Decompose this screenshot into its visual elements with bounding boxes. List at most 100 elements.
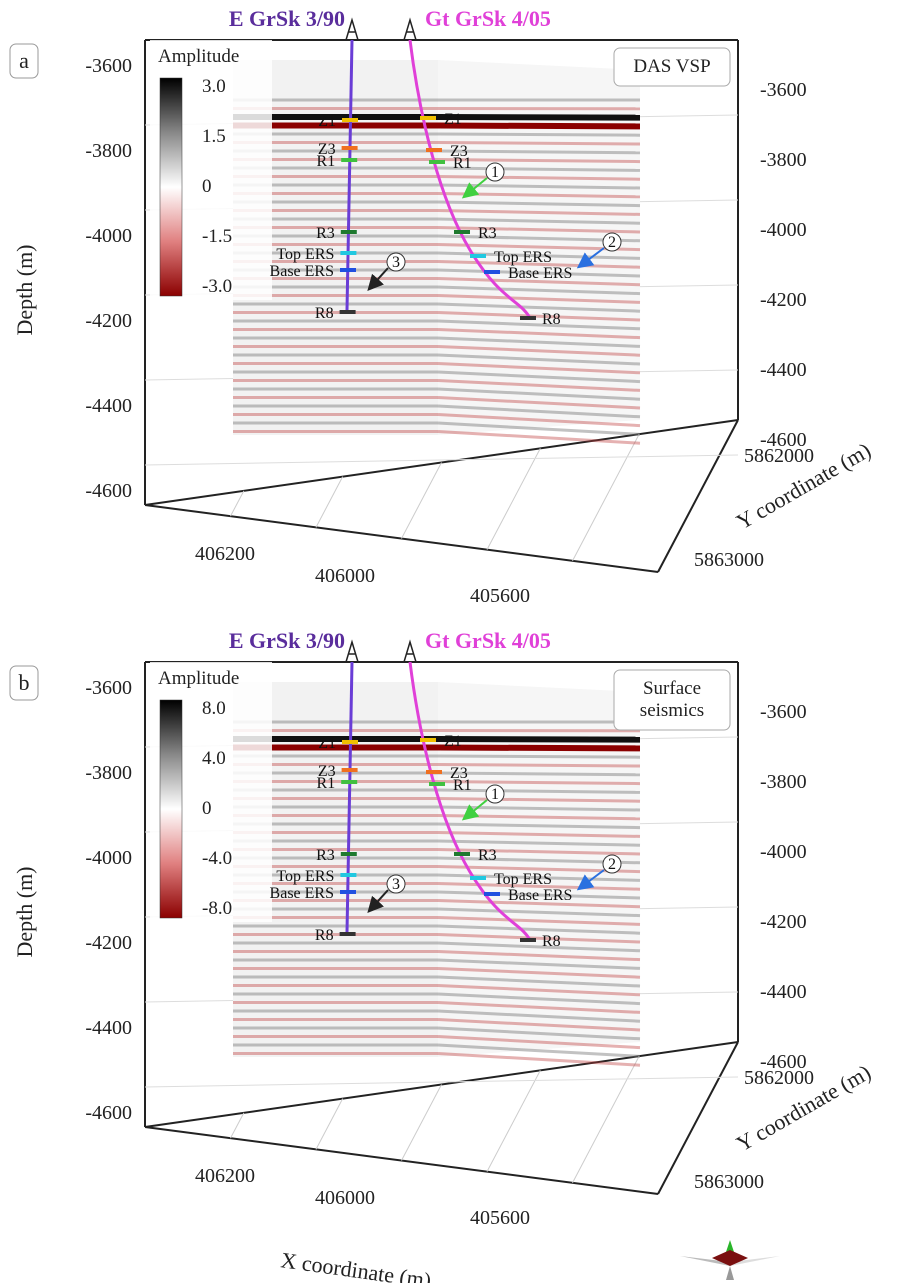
horizon-marker — [520, 938, 536, 942]
colorbar-tick-label: 3.0 — [202, 76, 226, 97]
grid-line — [316, 477, 343, 528]
inset-label: Surface — [643, 678, 701, 699]
reflector-band — [438, 117, 640, 118]
grid-line — [402, 1085, 442, 1161]
depth-tick-right: -3800 — [760, 771, 807, 793]
colorbar-tick-label: 1.5 — [202, 126, 226, 147]
colorbar-tick-label: -1.5 — [202, 226, 232, 247]
horizon-label: Z1 — [318, 735, 336, 752]
callout-number: 1 — [491, 164, 499, 181]
depth-tick-left: -3800 — [85, 762, 132, 784]
depth-tick-left: -3600 — [85, 677, 132, 699]
reflector-band — [438, 748, 640, 749]
horizon-marker — [420, 116, 436, 120]
horizon-label: R8 — [542, 311, 561, 328]
grid-line — [487, 448, 540, 549]
callout-number: 3 — [392, 254, 400, 271]
depth-axis-label: Depth (m) — [12, 866, 37, 957]
horizon-label: R3 — [316, 847, 335, 864]
x-tick-label: 405600 — [470, 1207, 530, 1229]
inset-label: seismics — [640, 700, 704, 721]
reflector-band — [438, 143, 640, 145]
depth-tick-right: -4200 — [760, 911, 807, 933]
horizon-label: Top ERS — [494, 249, 552, 266]
horizon-label: Top ERS — [494, 871, 552, 888]
horizon-label: Top ERS — [276, 868, 334, 885]
horizon-label: Z1 — [444, 111, 462, 128]
horizon-marker — [342, 118, 358, 122]
depth-tick-left: -3800 — [85, 140, 132, 162]
horizon-label: Z1 — [318, 113, 336, 130]
depth-tick-right: -4000 — [760, 219, 807, 241]
depth-tick-left: -3600 — [85, 55, 132, 77]
horizon-label: Top ERS — [276, 246, 334, 263]
well-name-1: E GrSk 3/90 — [229, 628, 345, 653]
horizon-label: R3 — [478, 225, 497, 242]
depth-tick-right: -4000 — [760, 841, 807, 863]
horizon-label: Z1 — [444, 733, 462, 750]
horizon-marker — [420, 738, 436, 742]
callout-number: 2 — [608, 234, 616, 251]
grid-line — [487, 1070, 540, 1171]
horizon-marker — [340, 310, 356, 314]
depth-tick-right: -3800 — [760, 149, 807, 171]
grid-line — [231, 1113, 244, 1138]
colorbar-tick-label: -8.0 — [202, 898, 232, 919]
x-tick-label: 406000 — [315, 565, 375, 587]
horizon-marker — [426, 770, 442, 774]
reflector-band — [438, 151, 640, 153]
horizon-marker — [340, 251, 356, 255]
horizon-marker — [342, 146, 358, 150]
colorbar-tick-label: 8.0 — [202, 698, 226, 719]
horizon-label: R3 — [478, 847, 497, 864]
colorbar-tick-label: -4.0 — [202, 848, 232, 869]
depth-tick-left: -4600 — [85, 480, 132, 502]
colorbar-gradient — [160, 78, 182, 296]
y-coordinate-tick-label: 5863000 — [694, 1171, 764, 1193]
horizon-marker — [340, 873, 356, 877]
x-tick-label: 406200 — [195, 1165, 255, 1187]
horizon-marker — [342, 740, 358, 744]
horizon-marker — [341, 230, 357, 234]
horizon-label: R1 — [453, 777, 472, 794]
callout-number: 2 — [608, 856, 616, 873]
well-name-2: Gt GrSk 4/05 — [425, 628, 551, 653]
depth-tick-left: -4000 — [85, 847, 132, 869]
reflector-band — [438, 126, 640, 127]
callout-number: 3 — [392, 876, 400, 893]
horizon-marker — [342, 768, 358, 772]
depth-tick-left: -4200 — [85, 310, 132, 332]
reflector-band — [438, 756, 640, 757]
grid-line — [316, 1099, 343, 1150]
depth-tick-right: -4400 — [760, 359, 807, 381]
depth-tick-left: -4400 — [85, 1017, 132, 1039]
y-coordinate-tick-label: 5863000 — [694, 549, 764, 571]
well-name-2: Gt GrSk 4/05 — [425, 6, 551, 31]
x-coordinate-axis-label: X coordinate (m) — [279, 1247, 433, 1283]
panel-letter: b — [19, 670, 30, 695]
derrick-icon — [404, 642, 416, 662]
depth-tick-right: -4200 — [760, 289, 807, 311]
depth-tick-left: -4000 — [85, 225, 132, 247]
horizon-label: Base ERS — [508, 887, 572, 904]
depth-tick-right: -4400 — [760, 981, 807, 1003]
horizon-marker — [429, 782, 445, 786]
horizon-marker — [340, 890, 356, 894]
horizon-marker — [341, 852, 357, 856]
horizon-marker — [341, 158, 357, 162]
horizon-label: R3 — [316, 225, 335, 242]
x-tick-label: 406200 — [195, 543, 255, 565]
horizon-marker — [341, 780, 357, 784]
horizon-label: R8 — [315, 305, 334, 322]
derrick-icon — [404, 20, 416, 40]
horizon-label: R1 — [317, 775, 336, 792]
y-coordinate-tick-label: 5862000 — [744, 445, 814, 467]
depth-tick-right: -3600 — [760, 79, 807, 101]
horizon-marker — [426, 148, 442, 152]
horizon-marker — [340, 932, 356, 936]
grid-line — [573, 434, 640, 561]
horizon-marker — [340, 268, 356, 272]
